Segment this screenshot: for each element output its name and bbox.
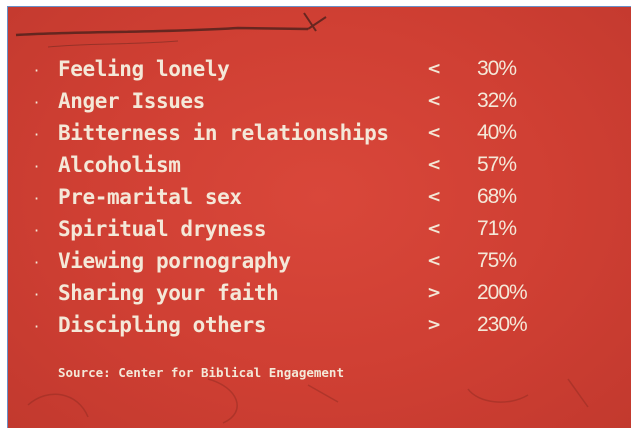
list-item: · Alcoholism < 57% bbox=[8, 151, 631, 183]
item-comparator: < bbox=[427, 251, 442, 271]
bullet: · bbox=[34, 61, 40, 80]
item-value: 71% bbox=[477, 217, 517, 240]
item-label: Feeling lonely bbox=[58, 57, 230, 81]
item-value: 57% bbox=[477, 153, 517, 176]
bullet: · bbox=[34, 221, 40, 240]
list-item: · Pre-marital sex < 68% bbox=[8, 183, 631, 215]
item-value: 32% bbox=[477, 89, 517, 112]
item-value: 200% bbox=[477, 281, 528, 304]
list-item: · Viewing pornography < 75% bbox=[8, 247, 631, 279]
bullet: · bbox=[34, 189, 40, 208]
slide: · Feeling lonely < 30% · Anger Issues < … bbox=[7, 6, 631, 428]
item-comparator: < bbox=[427, 219, 442, 239]
source-caption: Source: Center for Biblical Engagement bbox=[58, 365, 344, 380]
item-label: Anger Issues bbox=[58, 89, 205, 113]
stats-list: · Feeling lonely < 30% · Anger Issues < … bbox=[8, 55, 631, 343]
item-comparator: < bbox=[427, 123, 442, 143]
item-label: Viewing pornography bbox=[58, 249, 291, 273]
list-item: · Spiritual dryness < 71% bbox=[8, 215, 631, 247]
bullet: · bbox=[34, 317, 40, 336]
item-comparator: < bbox=[427, 187, 442, 207]
item-comparator: > bbox=[427, 315, 442, 335]
bullet: · bbox=[34, 157, 40, 176]
decorative-scratches bbox=[15, 12, 589, 424]
item-comparator: < bbox=[427, 91, 442, 111]
bullet: · bbox=[34, 125, 40, 144]
list-item: · Sharing your faith > 200% bbox=[8, 279, 631, 311]
item-comparator: < bbox=[427, 155, 442, 175]
item-comparator: < bbox=[427, 59, 442, 79]
list-item: · Anger Issues < 32% bbox=[8, 87, 631, 119]
list-item: · Bitterness in relationships < 40% bbox=[8, 119, 631, 151]
bullet: · bbox=[34, 285, 40, 304]
item-value: 68% bbox=[477, 185, 517, 208]
item-value: 40% bbox=[477, 121, 517, 144]
item-value: 230% bbox=[477, 313, 528, 336]
item-label: Pre-marital sex bbox=[58, 185, 242, 209]
bullet: · bbox=[34, 93, 40, 112]
item-value: 75% bbox=[477, 249, 517, 272]
item-label: Alcoholism bbox=[58, 153, 181, 177]
item-comparator: > bbox=[427, 283, 442, 303]
list-item: · Discipling others > 230% bbox=[8, 311, 631, 343]
item-value: 30% bbox=[477, 57, 517, 80]
bullet: · bbox=[34, 253, 40, 272]
item-label: Bitterness in relationships bbox=[58, 121, 389, 145]
item-label: Discipling others bbox=[58, 313, 267, 337]
item-label: Sharing your faith bbox=[58, 281, 279, 305]
item-label: Spiritual dryness bbox=[58, 217, 267, 241]
list-item: · Feeling lonely < 30% bbox=[8, 55, 631, 87]
